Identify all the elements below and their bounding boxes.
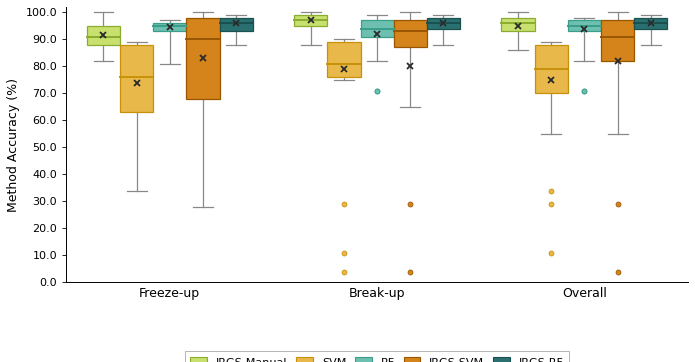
Bar bbox=[186, 18, 220, 99]
Bar bbox=[427, 18, 460, 29]
Bar bbox=[153, 23, 186, 31]
Bar bbox=[502, 18, 534, 31]
Legend: IRGS-Manual, SVM, RF, IRGS-SVM, IRGS-RF: IRGS-Manual, SVM, RF, IRGS-SVM, IRGS-RF bbox=[185, 351, 569, 362]
Bar bbox=[120, 45, 153, 112]
Bar bbox=[361, 20, 393, 37]
Bar bbox=[220, 18, 253, 31]
Bar bbox=[393, 20, 427, 47]
Bar bbox=[294, 15, 327, 26]
Bar bbox=[327, 42, 361, 77]
Bar bbox=[568, 20, 601, 31]
Bar bbox=[601, 20, 634, 61]
Bar bbox=[87, 26, 120, 45]
Bar bbox=[534, 45, 568, 93]
Y-axis label: Method Accuracy (%): Method Accuracy (%) bbox=[7, 78, 20, 212]
Bar bbox=[634, 18, 667, 29]
